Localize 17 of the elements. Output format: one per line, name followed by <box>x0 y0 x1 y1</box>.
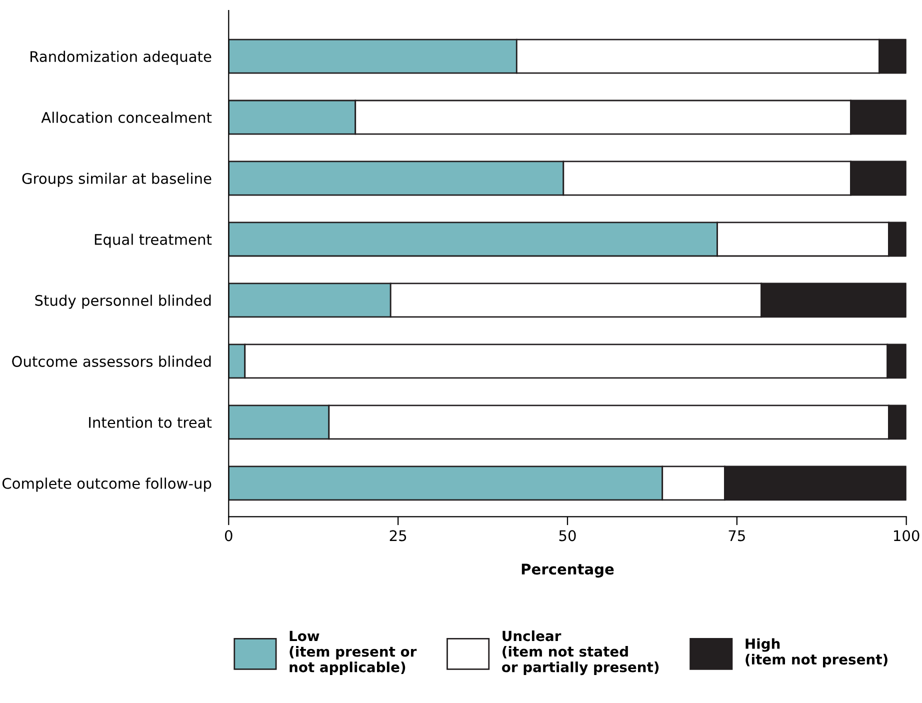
y-tick-label: Study personnel blinded <box>35 294 211 309</box>
x-tick-label: 100 <box>894 530 920 542</box>
y-tick-label: Outcome assessors blinded <box>12 356 211 367</box>
x-tick-label: 75 <box>728 530 745 542</box>
y-tick-label: Complete outcome follow-up <box>2 478 212 492</box>
y-tick-label: Equal treatment <box>94 234 212 248</box>
x-tick-label: 0 <box>224 530 232 542</box>
legend-label: Low (item present or not applicable) <box>290 630 417 676</box>
x-axis-title: Percentage <box>522 564 614 578</box>
y-tick-label: Groups similar at baseline <box>22 172 212 187</box>
y-tick-label: Randomization adequate <box>30 50 212 65</box>
y-tick-label: Allocation concealment <box>41 112 212 124</box>
legend-label: Unclear (item not stated or partially present) <box>502 630 659 676</box>
legend-label: High (item not present) <box>746 638 888 668</box>
y-tick-label: Intention to treat <box>89 416 212 428</box>
x-tick-label: 50 <box>559 530 576 542</box>
x-tick-label: 25 <box>390 530 406 542</box>
